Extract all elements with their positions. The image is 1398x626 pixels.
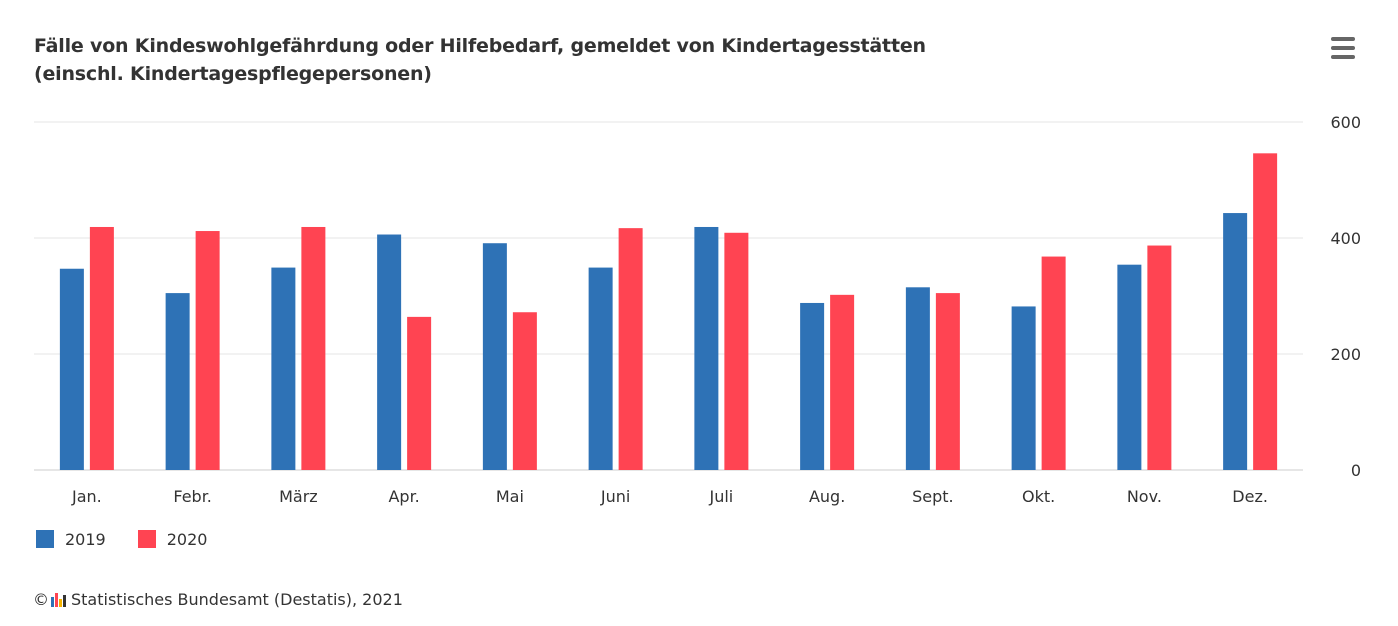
chart-title-line-1: Fälle von Kindeswohlgefährdung oder Hilf…	[34, 35, 926, 57]
credits-text: Statistisches Bundesamt (Destatis), 2021	[71, 590, 403, 609]
bar-2019-2[interactable]	[165, 293, 190, 470]
chart-menu-button[interactable]	[1328, 36, 1358, 62]
x-tick-label: Okt.	[1022, 487, 1055, 506]
x-tick-label: Juni	[600, 487, 630, 506]
x-tick-label: Nov.	[1127, 487, 1162, 506]
y-tick-label: 400	[1330, 229, 1361, 248]
x-tick-label: Juli	[709, 487, 734, 506]
x-tick-label: Dez.	[1232, 487, 1268, 506]
y-tick-label: 600	[1330, 113, 1361, 132]
bar-2020-1[interactable]	[89, 226, 114, 470]
bar-2019-6[interactable]	[588, 267, 613, 470]
legend-item-2020[interactable]: 2020	[137, 529, 208, 549]
x-tick-label: Jan.	[71, 487, 102, 506]
x-tick-label: Apr.	[388, 487, 419, 506]
bar-2019-8[interactable]	[800, 302, 825, 470]
hamburger-menu-icon-bar	[1331, 46, 1355, 50]
bar-2019-11[interactable]	[1117, 264, 1142, 470]
legend-item-2019[interactable]: 2019	[36, 530, 106, 549]
bar-2020-10[interactable]	[1041, 256, 1066, 470]
hamburger-menu-icon-bar	[1331, 55, 1355, 59]
x-tick-label: Aug.	[809, 487, 845, 506]
copyright-symbol: ©	[33, 590, 49, 609]
chart-title: Fälle von Kindeswohlgefährdung oder Hilf…	[34, 32, 926, 88]
bar-2020-2[interactable]	[195, 231, 220, 470]
x-tick-label: Febr.	[173, 487, 212, 506]
x-tick-label: Sept.	[912, 487, 954, 506]
legend-swatch-2019	[36, 530, 54, 548]
hamburger-menu-icon	[1331, 37, 1355, 41]
chart-title-line-2: (einschl. Kindertagespflegepersonen)	[34, 63, 432, 85]
bar-2019-9[interactable]	[905, 287, 930, 470]
bar-2020-5[interactable]	[512, 312, 537, 470]
legend-label-2019: 2019	[65, 529, 106, 549]
x-tick-label: März	[279, 487, 318, 506]
bar-2020-9[interactable]	[935, 293, 960, 470]
y-tick-label: 0	[1351, 461, 1361, 480]
x-tick-label: Mai	[496, 487, 524, 506]
bar-2019-1[interactable]	[59, 268, 84, 470]
legend-swatch-2020	[137, 530, 156, 548]
bar-2020-7[interactable]	[724, 232, 749, 470]
bar-2019-5[interactable]	[482, 243, 507, 470]
credits[interactable]: © Statistisches Bundesamt (Destatis), 20…	[33, 590, 403, 609]
bar-2019-10[interactable]	[1011, 306, 1036, 470]
legend: 2019 2020	[36, 528, 239, 550]
destatis-logo-icon	[51, 592, 67, 607]
bar-2020-4[interactable]	[407, 316, 432, 470]
bar-2020-3[interactable]	[301, 226, 326, 470]
bar-2019-4[interactable]	[377, 234, 402, 470]
bar-2020-8[interactable]	[830, 294, 855, 470]
bar-2019-7[interactable]	[694, 226, 719, 470]
y-tick-label: 200	[1330, 345, 1361, 364]
bar-2020-11[interactable]	[1147, 245, 1172, 470]
bar-2019-3[interactable]	[271, 267, 296, 470]
legend-label-2020: 2020	[166, 529, 208, 549]
bar-2020-6[interactable]	[618, 228, 643, 470]
bar-2019-12[interactable]	[1223, 213, 1248, 470]
bar-2020-12[interactable]	[1253, 153, 1278, 470]
chart-container	[18, 12, 1370, 618]
